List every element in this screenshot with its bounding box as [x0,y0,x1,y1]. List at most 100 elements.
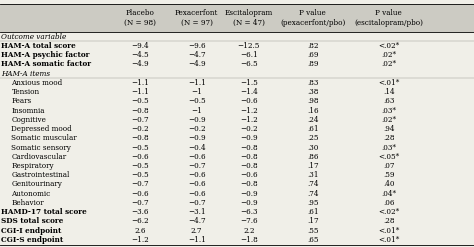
Text: .83: .83 [307,79,319,87]
Text: .65: .65 [307,236,319,244]
Text: −0.9: −0.9 [240,134,258,142]
Text: −0.6: −0.6 [131,190,149,198]
Text: .61: .61 [307,125,319,133]
Text: −0.5: −0.5 [188,97,206,105]
Text: Placebo
(N = 98): Placebo (N = 98) [124,9,156,27]
Text: −0.5: −0.5 [131,144,149,152]
Text: .38: .38 [307,88,319,96]
Text: Depressed mood: Depressed mood [11,125,72,133]
Text: .30: .30 [307,144,319,152]
Text: −0.6: −0.6 [188,153,206,161]
Text: Outcome variable: Outcome variable [1,33,66,41]
Text: <.02*: <.02* [378,208,399,216]
Text: .63: .63 [383,97,394,105]
Text: <.02*: <.02* [378,42,399,50]
Text: .28: .28 [383,134,394,142]
Text: .02*: .02* [381,51,396,59]
Text: −0.6: −0.6 [188,190,206,198]
Text: Escitalopram
(N = 47): Escitalopram (N = 47) [225,9,273,27]
Text: .04*: .04* [381,190,396,198]
Text: Fears: Fears [11,97,31,105]
Text: Cognitive: Cognitive [11,116,46,124]
Text: −0.2: −0.2 [240,125,258,133]
Text: .17: .17 [307,217,319,226]
Text: <.01*: <.01* [378,79,400,87]
Text: −0.7: −0.7 [131,116,149,124]
Text: .28: .28 [383,217,394,226]
Text: .02*: .02* [381,61,396,68]
Text: −4.7: −4.7 [188,51,206,59]
Text: .95: .95 [307,199,319,207]
Text: .69: .69 [307,51,319,59]
Text: −0.2: −0.2 [131,125,149,133]
Text: −7.6: −7.6 [240,217,258,226]
Text: Gastrointestinal: Gastrointestinal [11,171,70,179]
Text: .03*: .03* [381,144,396,152]
Text: −0.6: −0.6 [240,97,258,105]
Text: −12.5: −12.5 [237,42,260,50]
Text: −9.4: −9.4 [131,42,149,50]
Text: .89: .89 [307,61,319,68]
Text: Behavior: Behavior [11,199,44,207]
Text: Somatic sensory: Somatic sensory [11,144,71,152]
Text: .74: .74 [307,181,319,188]
Text: −4.9: −4.9 [188,61,206,68]
Text: −0.6: −0.6 [240,171,258,179]
Text: Tension: Tension [11,88,39,96]
Text: .82: .82 [307,42,319,50]
Text: 2.7: 2.7 [191,227,202,235]
Text: −0.4: −0.4 [188,144,206,152]
Text: .25: .25 [307,134,319,142]
Text: −4.5: −4.5 [131,51,149,59]
Text: −1.5: −1.5 [240,79,258,87]
Text: −0.7: −0.7 [131,181,149,188]
Text: −0.6: −0.6 [188,181,206,188]
Text: .74: .74 [307,190,319,198]
Text: .55: .55 [307,227,319,235]
Text: .02*: .02* [381,116,396,124]
Text: −0.6: −0.6 [131,153,149,161]
Text: −0.6: −0.6 [188,171,206,179]
Text: HAM-A somatic factor: HAM-A somatic factor [1,61,91,68]
Text: −0.9: −0.9 [240,190,258,198]
Text: .40: .40 [383,181,394,188]
Text: .03*: .03* [381,107,396,115]
Text: CGI-S endpoint: CGI-S endpoint [1,236,63,244]
Text: .14: .14 [383,88,394,96]
Text: −9.6: −9.6 [188,42,206,50]
Text: Respiratory: Respiratory [11,162,54,170]
Text: −6.1: −6.1 [240,51,258,59]
Text: .94: .94 [383,125,394,133]
Text: −0.5: −0.5 [131,162,149,170]
Text: −1.1: −1.1 [131,88,149,96]
Text: Pexacerfont
(N = 97): Pexacerfont (N = 97) [175,9,219,27]
Text: .98: .98 [307,97,319,105]
Bar [0,4,474,32]
Text: −1.2: −1.2 [240,116,258,124]
Text: HAMD-17 total score: HAMD-17 total score [1,208,87,216]
Text: −4.7: −4.7 [188,217,206,226]
Text: −3.1: −3.1 [188,208,206,216]
Text: Genitourinary: Genitourinary [11,181,62,188]
Text: Autonomic: Autonomic [11,190,51,198]
Text: <.01*: <.01* [378,236,400,244]
Text: −1.1: −1.1 [188,79,206,87]
Text: SDS total score: SDS total score [1,217,64,226]
Text: P value
(pexacerfont/pbo): P value (pexacerfont/pbo) [280,9,346,27]
Text: .59: .59 [383,171,394,179]
Text: CGI-I endpoint: CGI-I endpoint [1,227,61,235]
Text: −0.8: −0.8 [240,153,258,161]
Text: −1.8: −1.8 [240,236,258,244]
Text: −0.7: −0.7 [131,199,149,207]
Text: −4.9: −4.9 [131,61,149,68]
Text: −1.2: −1.2 [131,236,149,244]
Text: .17: .17 [307,162,319,170]
Text: −0.7: −0.7 [188,199,206,207]
Text: .24: .24 [307,116,319,124]
Text: −1.1: −1.1 [188,236,206,244]
Text: −1: −1 [191,88,202,96]
Text: <.01*: <.01* [378,227,400,235]
Text: −1: −1 [191,107,202,115]
Text: 2.2: 2.2 [243,227,255,235]
Text: Cardiovascular: Cardiovascular [11,153,66,161]
